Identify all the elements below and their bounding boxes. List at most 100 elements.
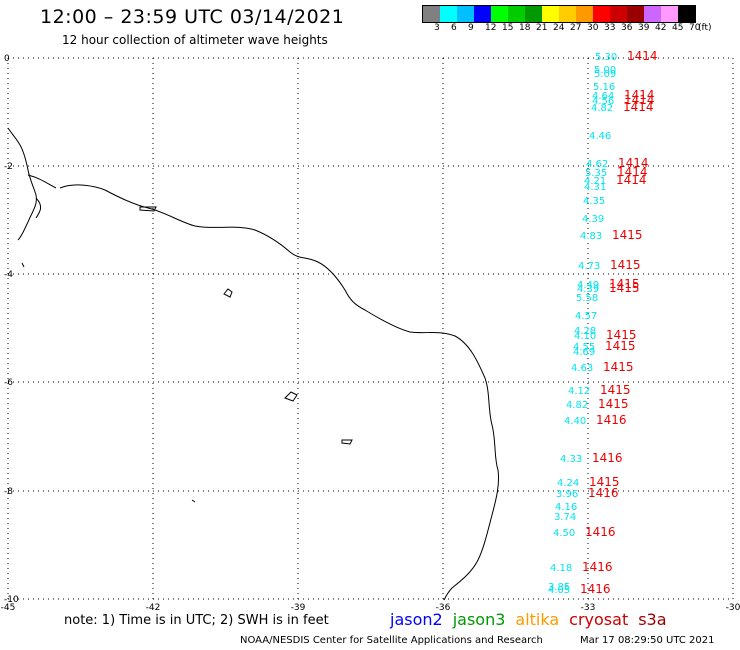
scale-label: 42 <box>655 23 667 33</box>
utc-time-label: 1415 <box>609 277 640 291</box>
scale-swatch <box>627 6 644 22</box>
island-3 <box>341 439 353 445</box>
swh-value: 4.35 <box>583 196 605 207</box>
y-tick-label: -8 <box>4 487 13 497</box>
northern-coast-outline <box>7 127 57 241</box>
color-scale-bar <box>422 5 696 23</box>
utc-time-label: 1414 <box>627 49 658 63</box>
scale-label: 15 <box>502 23 514 33</box>
swh-value: 4.82 <box>591 103 613 114</box>
swh-value: 4.50 <box>553 528 575 539</box>
scale-label: 70 <box>689 23 701 33</box>
lat-lon-grid <box>7 57 734 600</box>
scale-label: 30 <box>587 23 599 33</box>
footer-timestamp: Mar 17 08:29:50 UTC 2021 <box>580 635 715 646</box>
scale-swatch <box>610 6 627 22</box>
coastline <box>7 127 499 601</box>
scale-label: 21 <box>536 23 548 33</box>
scale-label: 24 <box>553 23 565 33</box>
utc-time-label: 1414 <box>624 88 655 102</box>
mission-jason3: jason3 <box>452 610 506 629</box>
utc-time-label: 1415 <box>609 281 640 295</box>
page-title: 12:00 – 23:59 UTC 03/14/2021 <box>40 6 345 28</box>
swh-value: 4.56 <box>592 96 614 107</box>
swh-value: 4.24 <box>557 478 579 489</box>
swh-value: 5.09 <box>594 69 616 80</box>
swh-value: 5.58 <box>576 293 598 304</box>
swh-value: 4.18 <box>550 563 572 574</box>
swh-value: 4.10 <box>574 331 596 342</box>
scale-label: 3 <box>434 23 440 33</box>
utc-time-label: 1415 <box>610 258 641 272</box>
mission-cryosat: cryosat <box>569 610 629 629</box>
scale-swatch <box>508 6 525 22</box>
swh-value: 4.31 <box>584 182 606 193</box>
scale-swatch <box>593 6 610 22</box>
swh-value: 4.82 <box>566 400 588 411</box>
island-1 <box>223 288 233 298</box>
scale-swatch <box>457 6 474 22</box>
swh-value: 4.12 <box>568 386 590 397</box>
y-tick-label: -6 <box>4 378 13 388</box>
utc-time-label: 1416 <box>582 560 613 574</box>
swh-value: 4.64 <box>592 91 614 102</box>
swh-value: 3.96 <box>556 489 578 500</box>
swh-value: 4.55 <box>573 342 595 353</box>
swh-value: 4.16 <box>555 502 577 513</box>
scale-swatch <box>559 6 576 22</box>
scale-label: 18 <box>519 23 531 33</box>
utc-time-label: 1415 <box>589 475 620 489</box>
swh-value: 4.63 <box>571 363 593 374</box>
scale-swatch <box>474 6 491 22</box>
utc-time-label: 1414 <box>618 156 649 170</box>
swh-value: 4.21 <box>584 176 606 187</box>
mission-jason2: jason2 <box>390 610 443 629</box>
utc-time-label: 1415 <box>600 383 631 397</box>
swh-value: 4.73 <box>578 261 600 272</box>
scale-swatch <box>525 6 542 22</box>
scale-label: 9 <box>468 23 474 33</box>
y-tick-label: -10 <box>4 595 19 605</box>
utc-time-label: 1414 <box>623 100 654 114</box>
swh-value: 4.39 <box>582 214 604 225</box>
swh-value: 4.33 <box>560 454 582 465</box>
swh-value: 4.57 <box>575 311 597 322</box>
footer-note: note: 1) Time is in UTC; 2) SWH is in fe… <box>64 613 329 628</box>
swh-value: 4.49 <box>577 280 599 291</box>
island-5 <box>191 499 196 503</box>
swh-value: 5.00 <box>594 65 616 76</box>
island-2 <box>284 391 298 402</box>
scale-label: 39 <box>638 23 650 33</box>
x-tick-label: -45 <box>1 603 16 613</box>
utc-time-label: 1415 <box>612 228 643 242</box>
swh-value: 3.85 <box>548 582 570 593</box>
scale-label: 45 <box>672 23 684 33</box>
axis-tick-labels: -45 -42 -39 -36 -33 -30 0 -2 -4 -6 -8 -10 <box>1 54 740 613</box>
swh-value: 4.62 <box>586 159 608 170</box>
utc-time-label: 1416 <box>580 582 611 596</box>
y-tick-label: 0 <box>4 54 10 64</box>
swh-value: 4.69 <box>573 347 595 358</box>
swh-value: 3.74 <box>554 512 576 523</box>
utc-time-label: 1414 <box>617 165 648 179</box>
scale-swatch <box>644 6 661 22</box>
utc-time-label: 1415 <box>598 397 629 411</box>
utc-time-label: 1416 <box>585 525 616 539</box>
x-tick-label: -30 <box>726 603 740 613</box>
island-6 <box>21 262 25 268</box>
utc-time-label: 1414 <box>616 173 647 187</box>
scale-swatch <box>661 6 678 22</box>
scale-swatch <box>542 6 559 22</box>
scale-label: 33 <box>604 23 616 33</box>
utc-time-label: 1415 <box>605 339 636 353</box>
south-america-coastline <box>59 184 499 601</box>
scale-swatch <box>678 6 695 22</box>
island-4 <box>139 206 157 212</box>
swh-value: 5.16 <box>593 82 615 93</box>
x-tick-label: -33 <box>581 603 596 613</box>
page-subtitle: 12 hour collection of altimeter wave hei… <box>62 33 328 47</box>
scale-swatch <box>576 6 593 22</box>
swh-value: 4.39 <box>577 284 599 295</box>
